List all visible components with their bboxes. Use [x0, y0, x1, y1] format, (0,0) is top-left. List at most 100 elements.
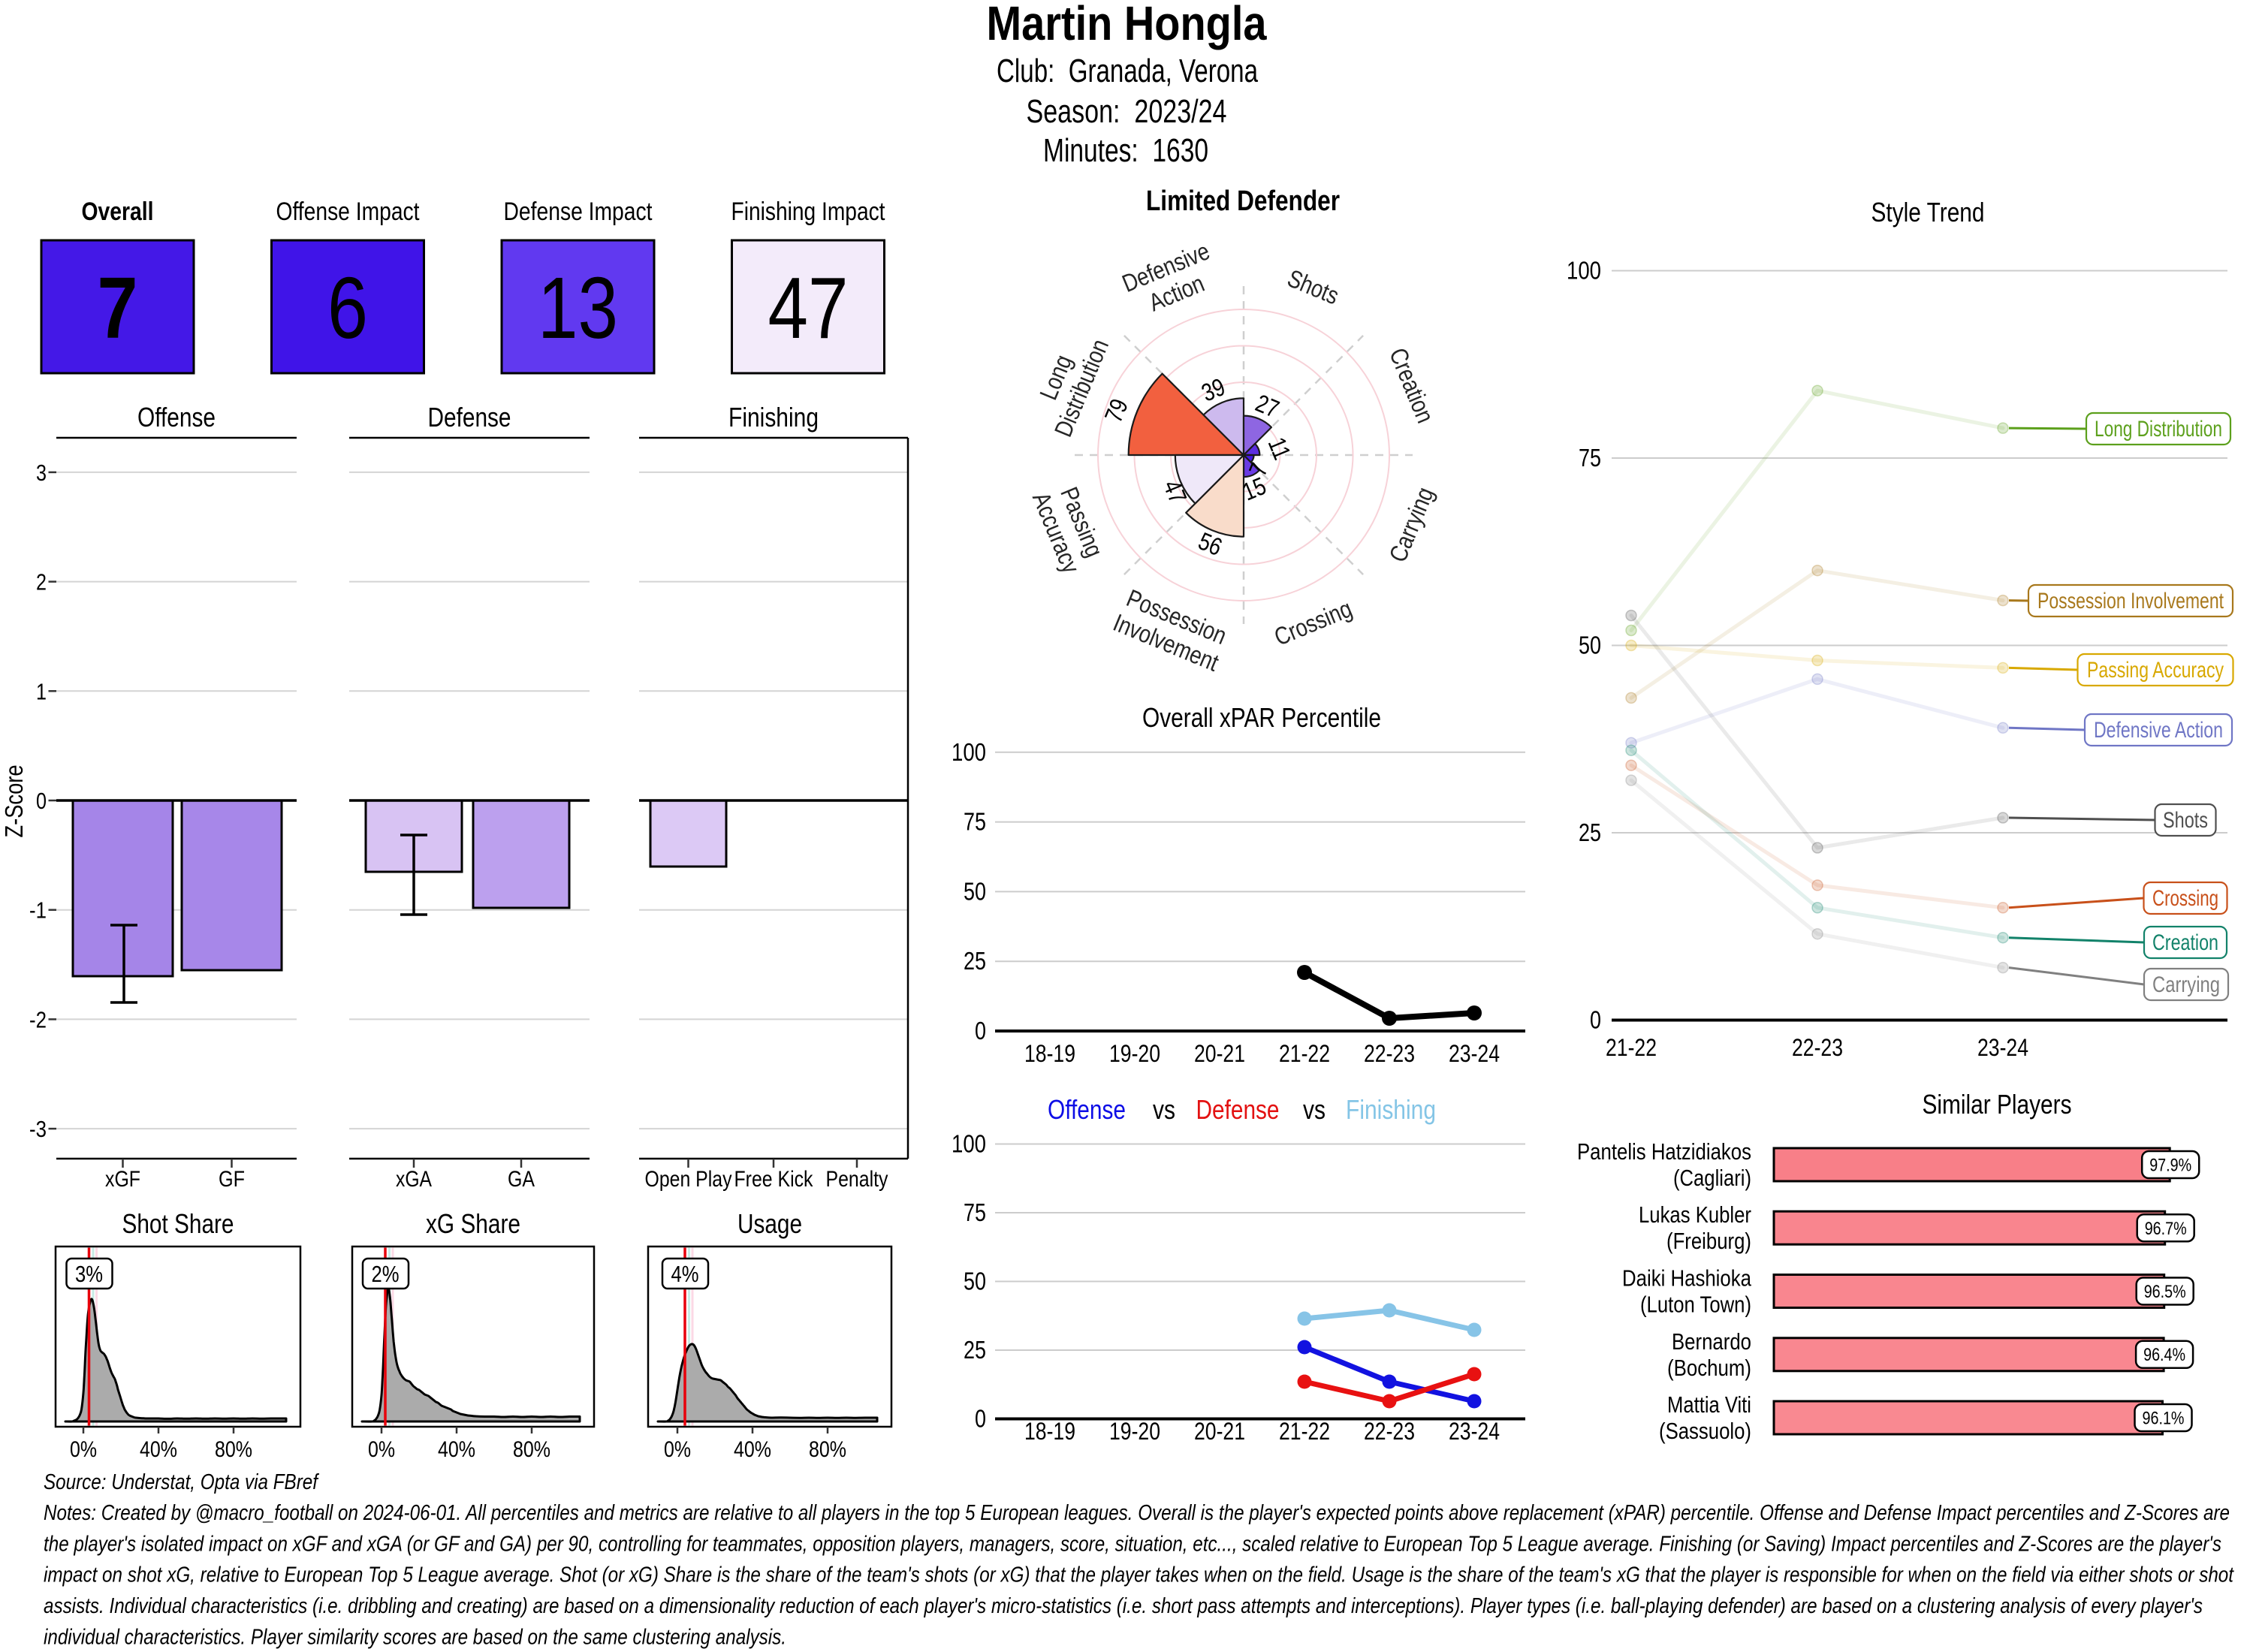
svg-text:80%: 80% [513, 1437, 550, 1462]
svg-text:Minutes: 1630: Minutes: 1630 [1043, 132, 1208, 169]
svg-text:40%: 40% [438, 1437, 475, 1462]
svg-text:6: 6 [327, 259, 368, 357]
svg-text:Overall: Overall [82, 197, 154, 226]
svg-text:Overall xPAR Percentile: Overall xPAR Percentile [1142, 702, 1381, 733]
svg-text:80%: 80% [215, 1437, 252, 1462]
svg-text:21-22: 21-22 [1606, 1034, 1657, 1061]
svg-text:Z-Score: Z-Score [0, 765, 28, 838]
svg-text:3%: 3% [75, 1261, 103, 1287]
svg-text:3: 3 [36, 460, 47, 486]
svg-text:impact on shot xG, relative to: impact on shot xG, relative to European … [44, 1563, 2235, 1587]
svg-text:23-24: 23-24 [1449, 1040, 1500, 1067]
svg-text:40%: 40% [140, 1437, 177, 1462]
svg-text:Similar Players: Similar Players [1923, 1089, 2072, 1120]
svg-text:0%: 0% [70, 1437, 97, 1462]
svg-text:Defense: Defense [1196, 1094, 1280, 1125]
svg-text:xGF: xGF [105, 1167, 140, 1192]
svg-text:2%: 2% [372, 1261, 400, 1287]
svg-text:Lukas Kubler: Lukas Kubler [1639, 1201, 1751, 1228]
svg-text:96.7%: 96.7% [2145, 1219, 2187, 1239]
svg-text:75: 75 [964, 808, 986, 836]
svg-text:Free Kick: Free Kick [734, 1167, 814, 1192]
svg-text:21-22: 21-22 [1279, 1418, 1330, 1445]
svg-text:Crossing: Crossing [2152, 886, 2218, 911]
svg-text:Possession Involvement: Possession Involvement [2037, 589, 2224, 613]
svg-text:Creation: Creation [2152, 930, 2218, 955]
svg-text:xG Share: xG Share [426, 1208, 520, 1239]
svg-text:50: 50 [964, 877, 986, 905]
svg-text:Finishing: Finishing [1346, 1094, 1436, 1125]
svg-text:Penalty: Penalty [826, 1167, 888, 1192]
svg-text:0: 0 [1590, 1006, 1601, 1034]
svg-text:vs: vs [1303, 1094, 1326, 1125]
svg-text:50: 50 [964, 1268, 986, 1295]
svg-text:Usage: Usage [737, 1208, 802, 1239]
svg-text:100: 100 [1567, 257, 1601, 285]
svg-text:19-20: 19-20 [1109, 1040, 1160, 1067]
svg-text:23-24: 23-24 [1977, 1034, 2028, 1061]
svg-text:0%: 0% [664, 1437, 691, 1462]
svg-text:100: 100 [952, 738, 986, 766]
svg-text:40%: 40% [734, 1437, 771, 1462]
svg-text:-1: -1 [29, 897, 47, 924]
svg-text:75: 75 [964, 1198, 986, 1226]
svg-text:2: 2 [36, 569, 47, 595]
svg-text:Defense Impact: Defense Impact [504, 197, 653, 226]
svg-text:Season: 2023/24: Season: 2023/24 [1027, 93, 1227, 130]
svg-text:Finishing Impact: Finishing Impact [731, 197, 885, 226]
svg-text:Long Distribution: Long Distribution [2095, 417, 2222, 442]
svg-text:Shot Share: Shot Share [122, 1208, 234, 1239]
svg-text:0: 0 [36, 788, 47, 814]
svg-text:GF: GF [219, 1167, 245, 1192]
svg-text:22-23: 22-23 [1364, 1040, 1415, 1067]
svg-text:Offense: Offense [137, 402, 216, 433]
svg-text:vs: vs [1153, 1094, 1175, 1125]
svg-text:Carrying: Carrying [2152, 972, 2220, 997]
svg-text:Notes: Created by @macro_footb: Notes: Created by @macro_football on 202… [44, 1501, 2230, 1525]
svg-text:Daiki Hashioka: Daiki Hashioka [1622, 1265, 1752, 1292]
svg-text:4%: 4% [671, 1261, 699, 1287]
svg-text:96.1%: 96.1% [2143, 1409, 2185, 1429]
svg-text:0%: 0% [368, 1437, 395, 1462]
svg-text:19-20: 19-20 [1109, 1418, 1160, 1445]
svg-text:13: 13 [538, 259, 618, 357]
svg-text:Finishing: Finishing [728, 402, 819, 433]
svg-text:20-21: 20-21 [1194, 1418, 1245, 1445]
svg-text:Shots: Shots [2163, 808, 2208, 833]
svg-text:50: 50 [1579, 632, 1601, 659]
svg-text:25: 25 [964, 947, 986, 975]
svg-text:assists. Individual characteri: assists. Individual characteristics (i.e… [44, 1594, 2203, 1618]
svg-text:22-23: 22-23 [1792, 1034, 1843, 1061]
svg-text:Defensive Action: Defensive Action [2094, 718, 2223, 743]
svg-text:23-24: 23-24 [1449, 1418, 1500, 1445]
svg-text:96.5%: 96.5% [2144, 1282, 2186, 1302]
svg-text:Defense: Defense [428, 402, 511, 433]
svg-text:Open Play: Open Play [645, 1167, 732, 1192]
svg-text:18-19: 18-19 [1024, 1418, 1075, 1445]
svg-text:Martin Hongla: Martin Hongla [987, 0, 1267, 50]
svg-text:0: 0 [975, 1017, 986, 1045]
svg-text:47: 47 [768, 259, 849, 357]
svg-text:Limited Defender: Limited Defender [1146, 185, 1340, 217]
svg-text:97.9%: 97.9% [2149, 1156, 2191, 1176]
svg-text:Style Trend: Style Trend [1871, 197, 1985, 228]
svg-text:(Bochum): (Bochum) [1667, 1355, 1751, 1381]
svg-text:18-19: 18-19 [1024, 1040, 1075, 1067]
svg-text:Offense Impact: Offense Impact [276, 197, 420, 226]
svg-text:Offense: Offense [1048, 1094, 1126, 1125]
svg-text:GA: GA [508, 1167, 535, 1192]
svg-text:Passing Accuracy: Passing Accuracy [2087, 658, 2224, 683]
svg-text:-3: -3 [29, 1116, 47, 1142]
svg-text:Source: Understat, Opta via FB: Source: Understat, Opta via FBref [44, 1470, 319, 1494]
svg-text:the player's isolated impact o: the player's isolated impact on xGF and … [44, 1532, 2221, 1556]
svg-text:(Cagliari): (Cagliari) [1673, 1165, 1751, 1191]
svg-text:individual characteristics. Pl: individual characteristics. Player simil… [44, 1625, 786, 1649]
svg-text:-2: -2 [29, 1006, 47, 1032]
svg-text:20-21: 20-21 [1194, 1040, 1245, 1067]
svg-text:75: 75 [1579, 444, 1601, 472]
svg-text:22-23: 22-23 [1364, 1418, 1415, 1445]
svg-text:21-22: 21-22 [1279, 1040, 1330, 1067]
svg-text:80%: 80% [809, 1437, 846, 1462]
svg-text:100: 100 [952, 1130, 986, 1158]
svg-text:Bernardo: Bernardo [1672, 1328, 1751, 1355]
